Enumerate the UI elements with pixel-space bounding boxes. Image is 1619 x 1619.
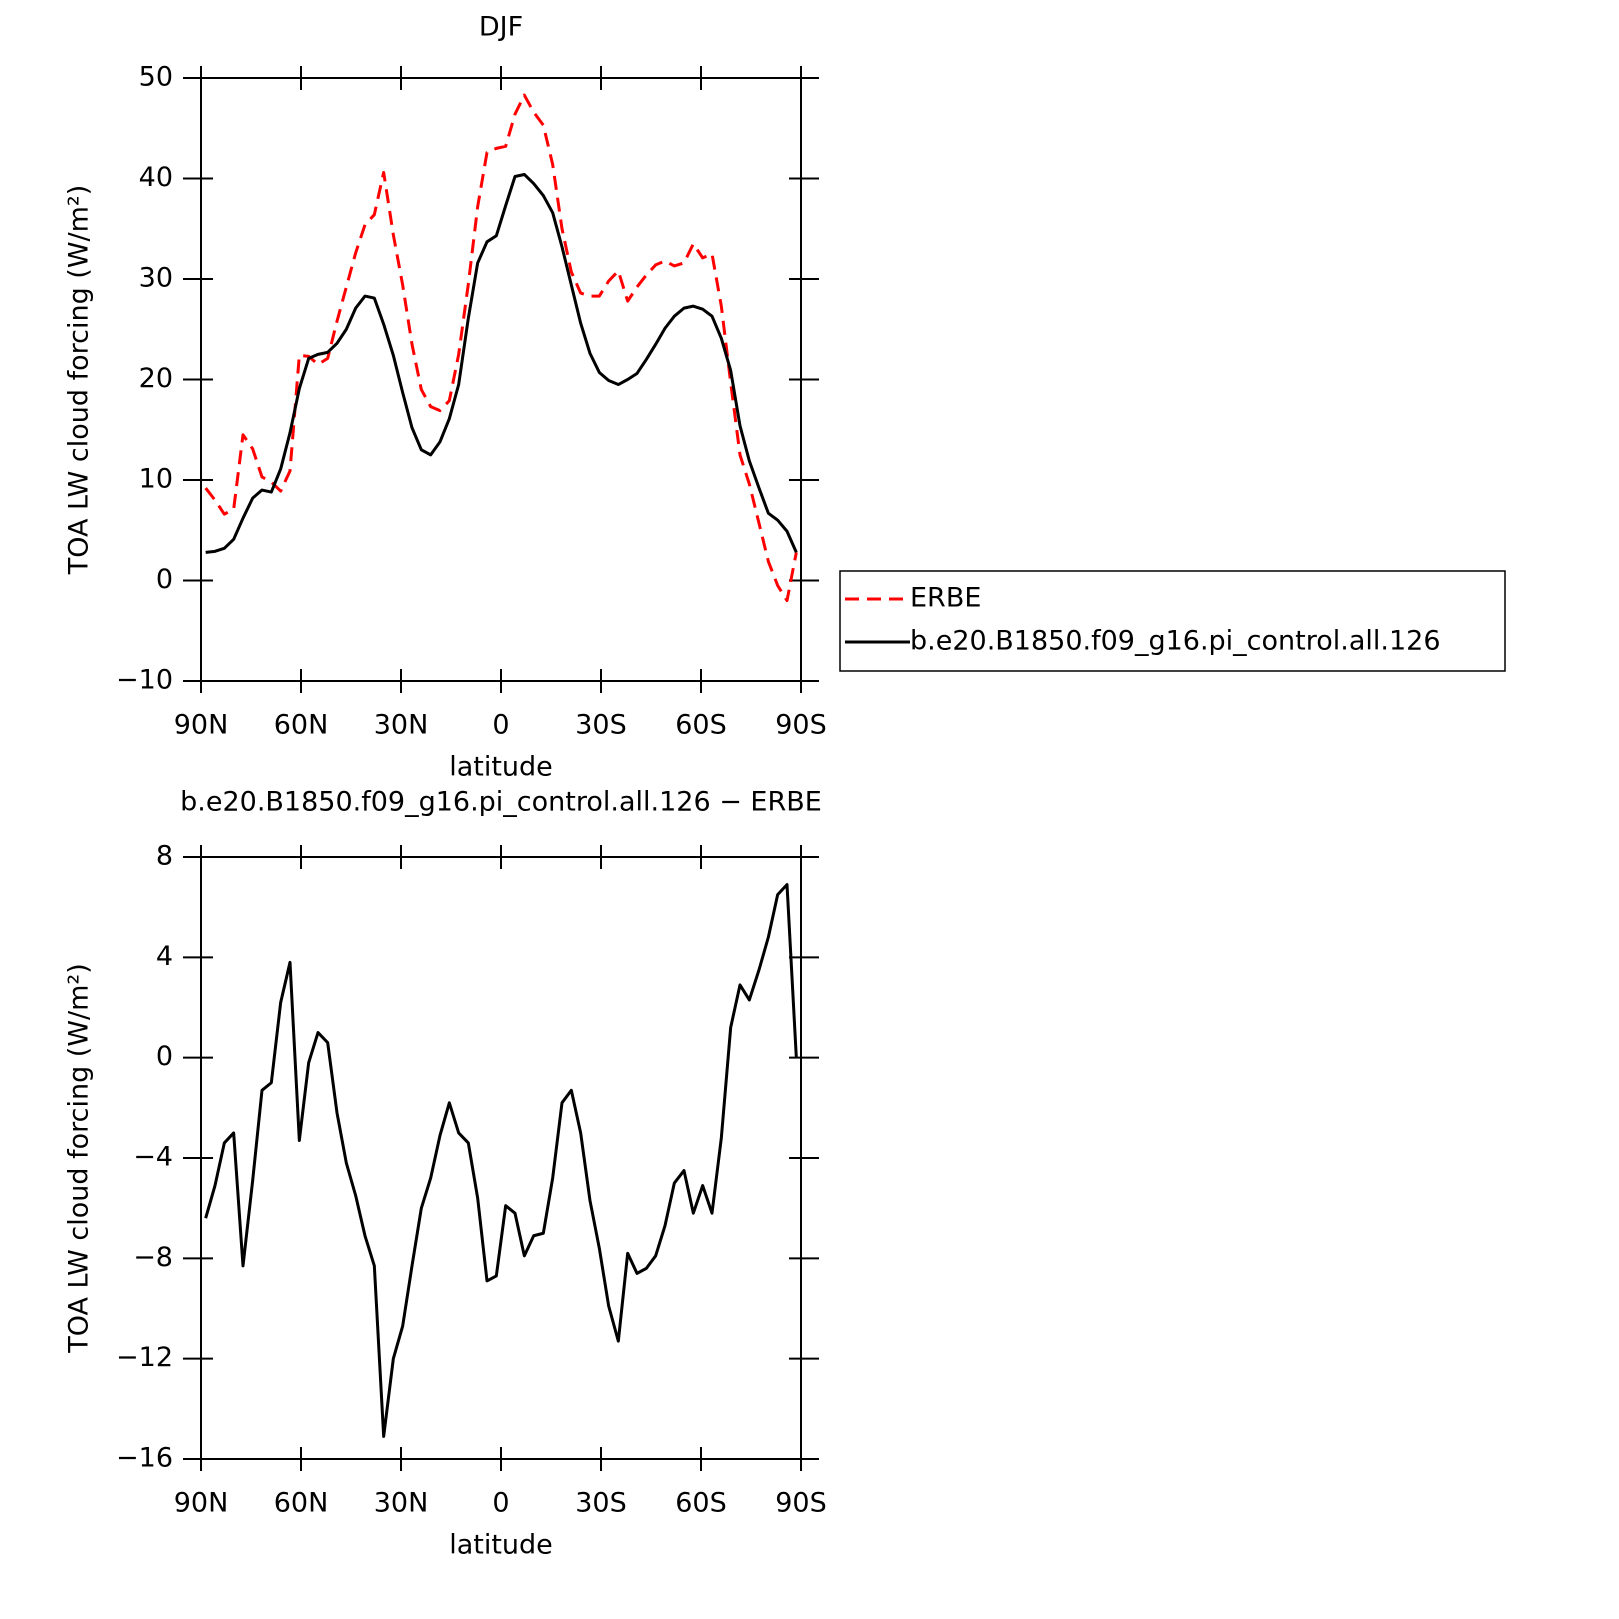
plot-frame: [200, 77, 802, 682]
y-tick-label: −12: [116, 1342, 173, 1373]
y-axis-label: TOA LW cloud forcing (W/m²): [64, 963, 95, 1354]
legend-label: b.e20.B1850.f09_g16.pi_control.all.126: [910, 626, 1441, 657]
y-tick-label: −10: [116, 665, 173, 696]
y-tick-label: 20: [139, 363, 173, 394]
chart-title: b.e20.B1850.f09_g16.pi_control.all.126 −…: [180, 787, 822, 818]
x-tick-label: 0: [492, 710, 509, 741]
chart-title: DJF: [479, 12, 523, 43]
y-axis-label: TOA LW cloud forcing (W/m²): [64, 185, 95, 576]
x-tick-label: 90S: [775, 1488, 827, 1519]
x-tick-label: 0: [492, 1488, 509, 1519]
x-axis-label: latitude: [449, 1530, 553, 1561]
x-tick-label: 90N: [174, 710, 229, 741]
data-line: [204, 93, 798, 603]
x-tick-label: 60N: [274, 710, 329, 741]
y-tick-label: −16: [116, 1443, 173, 1474]
legend-label: ERBE: [910, 583, 981, 614]
data-line: [204, 883, 798, 1438]
x-tick-label: 60S: [675, 710, 727, 741]
x-tick-label: 60S: [675, 1488, 727, 1519]
y-tick-label: 8: [156, 841, 173, 872]
y-tick-label: 50: [139, 62, 173, 93]
x-tick-label: 30S: [575, 710, 627, 741]
x-tick-label: 60N: [274, 1488, 329, 1519]
x-tick-label: 30N: [374, 1488, 429, 1519]
y-tick-label: −4: [133, 1142, 173, 1173]
y-tick-label: −8: [133, 1242, 173, 1273]
legend-box: [839, 570, 1506, 672]
y-tick-label: 10: [139, 464, 173, 495]
plot-frame: [200, 856, 802, 1460]
x-tick-label: 90S: [775, 710, 827, 741]
y-tick-label: 0: [156, 564, 173, 595]
data-line: [205, 172, 798, 554]
x-tick-label: 90N: [174, 1488, 229, 1519]
x-axis-label: latitude: [449, 752, 553, 783]
y-tick-label: 30: [139, 263, 173, 294]
y-tick-label: 0: [156, 1041, 173, 1072]
y-tick-label: 40: [139, 162, 173, 193]
x-tick-label: 30S: [575, 1488, 627, 1519]
x-tick-label: 30N: [374, 710, 429, 741]
y-tick-label: 4: [156, 941, 173, 972]
